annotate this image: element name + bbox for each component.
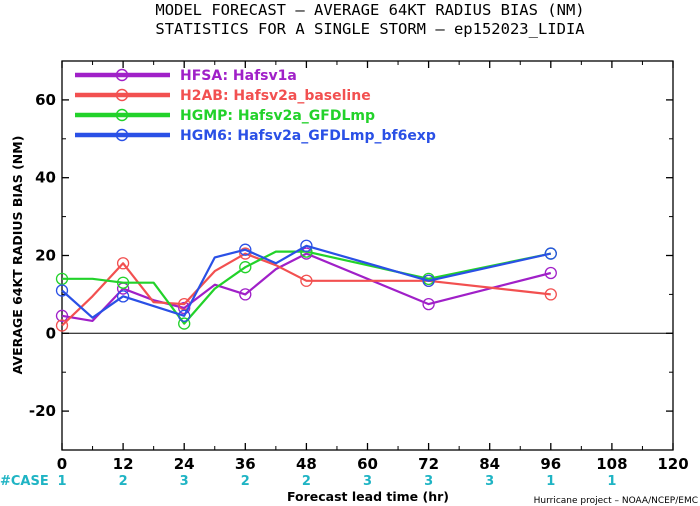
y-tick-label: 20: [35, 247, 56, 265]
data-point: [55, 284, 69, 297]
y-axis-ticks: -20 0 20 40 60: [29, 60, 673, 451]
series-0: [55, 247, 557, 322]
series-line: [61, 252, 551, 327]
legend: HFSA: Hafsv1a H2AB: Hafsv2a_baseline HGMP:…: [75, 68, 436, 144]
x-tick-label: 120: [657, 455, 688, 473]
data-point: [544, 247, 557, 260]
data-point: [178, 309, 191, 322]
data-point: [239, 243, 252, 256]
x-tick-label: 84: [479, 455, 500, 473]
data-point: [239, 247, 252, 260]
credit-text: Hurricane project – NOAA/NCEP/EMC: [534, 496, 698, 506]
x-tick-label: 0: [57, 455, 67, 473]
legend-swatch-marker: [115, 128, 129, 142]
y-axis-label: AVERAGE 64KT RADIUS BIAS (NM): [10, 136, 25, 375]
series-3: [55, 239, 557, 322]
data-point: [116, 276, 130, 289]
chart-subtitle: STATISTICS FOR A SINGLE STORM – ep152023…: [155, 20, 585, 38]
x-axis-label: Forecast lead time (hr): [287, 489, 449, 504]
x-tick-label: 60: [357, 455, 378, 473]
case-label: #CASE: [0, 474, 49, 489]
y-tick-label: -20: [29, 402, 56, 420]
case-counts-row: 1 2 3 2 2 3 3 3 1 1: [57, 474, 616, 489]
legend-label: HGM6: Hafsv2a_GFDLmp_bf6exp: [180, 128, 436, 144]
x-tick-label: 72: [418, 455, 439, 473]
legend-swatch-marker: [115, 68, 129, 82]
case-count: 3: [485, 474, 494, 489]
data-point: [300, 274, 313, 287]
data-point: [544, 266, 557, 280]
data-point: [55, 309, 69, 322]
case-count: 1: [57, 474, 66, 489]
case-count: 2: [241, 474, 250, 489]
data-point: [116, 290, 130, 303]
data-point: [544, 288, 557, 301]
case-count: 1: [607, 474, 616, 489]
case-count: 2: [302, 474, 311, 489]
series-1: [55, 247, 557, 332]
data-point: [239, 261, 252, 274]
legend-label: HGMP: Hafsv2a_GFDLmp: [180, 108, 375, 124]
case-count: 1: [546, 474, 555, 489]
case-count: 3: [424, 474, 433, 489]
series-lines: [55, 239, 557, 332]
series-line: [61, 252, 552, 322]
case-count: 2: [119, 474, 128, 489]
data-point: [55, 272, 69, 285]
data-point: [116, 257, 130, 270]
data-point: [178, 317, 191, 330]
data-point: [300, 239, 313, 252]
chart-title: MODEL FORECAST – AVERAGE 64KT RADIUS BIA…: [155, 1, 584, 19]
x-tick-label: 48: [296, 455, 317, 473]
x-tick-label: 108: [596, 455, 627, 473]
case-count: 3: [180, 474, 189, 489]
series-line: [62, 250, 552, 325]
series-line: [61, 244, 552, 319]
y-tick-label: 40: [35, 169, 56, 187]
legend-swatch-marker: [115, 108, 129, 122]
legend-label: H2AB: Hafsv2a_baseline: [180, 88, 371, 104]
case-count: 3: [363, 474, 372, 489]
x-tick-label: 12: [113, 455, 134, 473]
data-point: [55, 319, 69, 332]
data-point: [422, 274, 435, 287]
x-tick-label: 36: [235, 455, 256, 473]
x-axis-ticks: 0 12 24 36 48 60 72 84 96 108 120: [57, 61, 689, 473]
legend-label: HFSA: Hafsv1a: [180, 68, 297, 84]
legend-swatch-marker: [115, 88, 129, 102]
data-point: [239, 288, 252, 301]
x-tick-label: 96: [540, 455, 561, 473]
y-tick-label: 0: [46, 324, 56, 342]
y-tick-label: 60: [35, 91, 56, 109]
data-point: [422, 297, 435, 311]
x-tick-label: 24: [174, 455, 195, 473]
